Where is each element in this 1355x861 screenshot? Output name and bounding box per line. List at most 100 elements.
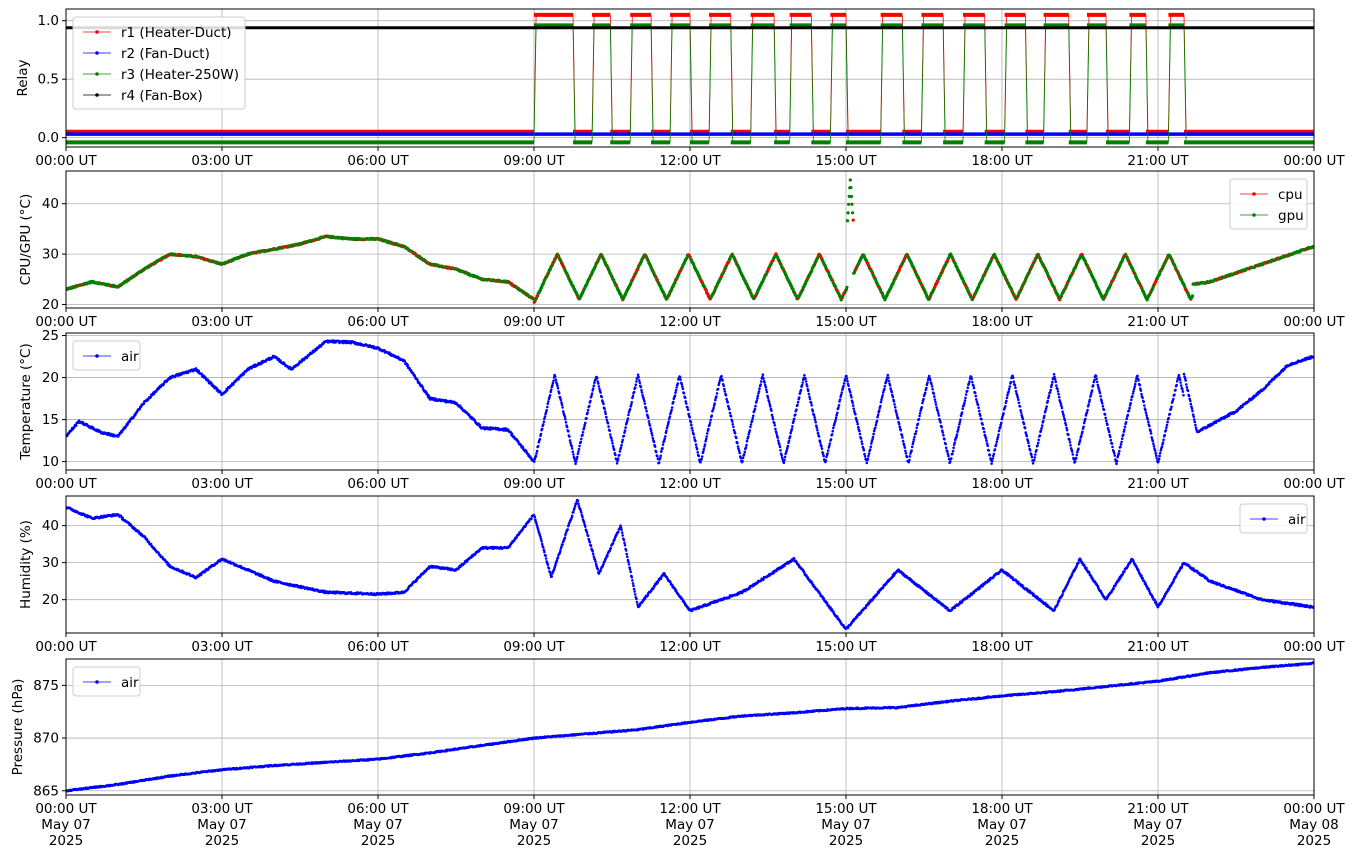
data-point bbox=[907, 460, 911, 464]
data-point bbox=[1077, 447, 1080, 451]
data-point bbox=[919, 409, 922, 412]
data-point bbox=[753, 407, 757, 411]
data-point bbox=[1154, 454, 1158, 458]
data-point bbox=[944, 442, 947, 446]
data-point bbox=[1194, 426, 1198, 430]
data-point bbox=[1057, 395, 1061, 399]
data-point bbox=[142, 402, 146, 406]
data-point bbox=[979, 414, 982, 417]
data-point bbox=[1184, 379, 1187, 382]
data-point bbox=[1039, 429, 1043, 432]
data-point bbox=[1105, 419, 1108, 423]
data-point bbox=[675, 386, 678, 389]
data-point bbox=[930, 385, 934, 388]
data-point bbox=[1149, 429, 1152, 433]
data-point bbox=[744, 446, 748, 449]
data-point bbox=[797, 396, 801, 399]
data-point bbox=[1178, 378, 1182, 382]
data-point bbox=[699, 460, 702, 464]
data-point bbox=[934, 403, 938, 406]
legend: r1 (Heater-Duct)r2 (Fan-Duct)r3 (Heater-… bbox=[72, 16, 246, 110]
legend-box bbox=[1229, 178, 1308, 230]
data-point bbox=[1005, 399, 1008, 403]
data-point bbox=[565, 425, 569, 429]
data-point bbox=[563, 415, 567, 419]
data-point bbox=[809, 401, 813, 405]
data-point bbox=[729, 415, 733, 418]
data-point bbox=[602, 402, 605, 406]
data-point bbox=[790, 427, 794, 431]
data-point bbox=[891, 395, 895, 399]
data-point bbox=[922, 397, 925, 401]
data-point bbox=[918, 414, 921, 418]
data-point bbox=[561, 406, 564, 409]
data-point bbox=[577, 447, 581, 451]
data-point bbox=[1033, 456, 1037, 459]
data-point bbox=[921, 401, 924, 405]
data-point bbox=[598, 387, 601, 391]
data-point bbox=[1130, 398, 1133, 402]
data-point bbox=[817, 435, 821, 438]
data-point bbox=[775, 432, 778, 435]
data-point bbox=[579, 440, 583, 444]
data-point bbox=[586, 408, 590, 412]
data-point bbox=[1009, 380, 1013, 384]
data-point bbox=[839, 393, 843, 397]
data-point bbox=[1053, 378, 1057, 381]
data-point bbox=[904, 449, 907, 453]
data-point bbox=[1106, 423, 1109, 427]
data-point bbox=[778, 445, 782, 449]
data-point bbox=[846, 379, 849, 383]
data-point bbox=[1018, 405, 1022, 408]
x-tick-label: 21:00 UT bbox=[1127, 314, 1189, 330]
data-point bbox=[649, 427, 652, 430]
legend-box bbox=[72, 340, 141, 371]
data-point bbox=[656, 455, 659, 458]
data-point bbox=[850, 396, 853, 399]
data-point bbox=[615, 462, 619, 465]
data-point bbox=[691, 429, 694, 432]
x-tick-label: 21:00 UT bbox=[1127, 476, 1189, 492]
data-point bbox=[572, 453, 575, 456]
data-point bbox=[779, 449, 782, 452]
x-tick-label: 00:00 UT bbox=[35, 476, 97, 492]
data-point bbox=[1152, 442, 1155, 446]
data-point bbox=[1120, 437, 1124, 441]
data-point bbox=[666, 424, 669, 428]
data-point bbox=[886, 373, 890, 377]
data-point bbox=[963, 401, 966, 405]
data-point bbox=[1022, 422, 1026, 426]
data-point bbox=[825, 455, 828, 459]
data-point bbox=[1007, 390, 1010, 393]
data-point bbox=[807, 392, 811, 396]
data-point bbox=[765, 388, 768, 392]
data-point bbox=[912, 440, 915, 444]
data-point bbox=[1064, 423, 1068, 427]
data-point bbox=[1133, 385, 1136, 389]
data-point bbox=[632, 390, 636, 394]
data-point bbox=[748, 429, 752, 432]
data-point bbox=[777, 439, 780, 442]
data-point bbox=[681, 385, 684, 388]
data-point bbox=[895, 411, 898, 414]
data-point bbox=[1182, 394, 1185, 397]
legend-swatch-marker bbox=[95, 93, 99, 97]
data-point bbox=[1089, 393, 1093, 396]
data-point bbox=[713, 402, 716, 405]
data-point bbox=[1097, 385, 1100, 389]
legend: air bbox=[72, 340, 141, 371]
data-point bbox=[901, 436, 904, 439]
data-point bbox=[849, 391, 852, 394]
data-point bbox=[700, 457, 703, 461]
data-point bbox=[834, 285, 838, 289]
data-point bbox=[643, 402, 647, 405]
data-point bbox=[761, 373, 765, 377]
legend-swatch-marker bbox=[1252, 192, 1256, 196]
data-point bbox=[628, 408, 632, 411]
data-point bbox=[735, 436, 738, 440]
data-point bbox=[763, 381, 766, 384]
plot-area bbox=[66, 339, 1314, 466]
data-point bbox=[1084, 417, 1087, 421]
data-point bbox=[608, 429, 611, 433]
data-point bbox=[992, 452, 996, 456]
